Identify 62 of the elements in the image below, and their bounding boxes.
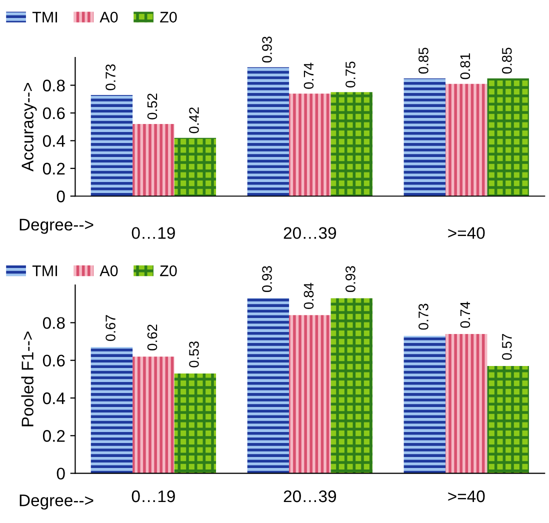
bar bbox=[174, 374, 216, 474]
y-axis-title: Accuracy--> bbox=[22, 82, 37, 172]
x-tick-label: 0…19 bbox=[132, 227, 175, 239]
bar bbox=[90, 94, 133, 196]
bar bbox=[289, 94, 331, 196]
bar bbox=[90, 347, 133, 474]
x-tick-label: 20…39 bbox=[284, 227, 336, 239]
data-label: 0.84 bbox=[304, 282, 314, 309]
legend-label: A0 bbox=[100, 265, 118, 276]
y-tick-label: 0.2 bbox=[42, 162, 65, 175]
bar bbox=[404, 78, 446, 196]
data-label: 0.85 bbox=[502, 48, 512, 74]
bar bbox=[247, 67, 290, 196]
y-axis-title: Pooled F1--> bbox=[21, 332, 34, 426]
x-tick-label: 20…39 bbox=[284, 490, 336, 502]
bar bbox=[289, 315, 331, 474]
data-label: 0.75 bbox=[346, 62, 356, 88]
data-label: 0.57 bbox=[502, 334, 512, 360]
bar bbox=[132, 124, 174, 196]
data-label: 0.73 bbox=[106, 64, 116, 90]
bar bbox=[404, 336, 446, 474]
bar bbox=[446, 84, 488, 196]
legend-label: TMI bbox=[32, 266, 57, 276]
data-label: 0.93 bbox=[262, 266, 272, 292]
data-label: 0.53 bbox=[189, 341, 199, 368]
bar bbox=[132, 356, 174, 474]
data-label: 0.74 bbox=[460, 302, 470, 328]
data-label: 0.93 bbox=[262, 36, 272, 63]
bar bbox=[330, 92, 372, 196]
x-tick-label: >=40 bbox=[448, 227, 485, 239]
data-label: 0.85 bbox=[418, 48, 428, 74]
data-label: 0.42 bbox=[189, 107, 199, 134]
legend-label: Z0 bbox=[160, 265, 177, 276]
y-tick-label: 0.2 bbox=[42, 430, 65, 442]
data-label: 0.67 bbox=[106, 315, 116, 341]
y-tick-label: 0.4 bbox=[42, 135, 66, 147]
data-label: 0.52 bbox=[147, 94, 158, 120]
y-tick-label: 0.6 bbox=[42, 107, 65, 120]
y-tick-label: 0 bbox=[56, 468, 65, 480]
x-axis-title: Degree--> bbox=[20, 218, 94, 234]
data-label: 0.81 bbox=[460, 53, 470, 80]
y-tick-label: 0.6 bbox=[42, 354, 65, 367]
x-tick-label: 0…19 bbox=[132, 490, 175, 502]
legend-label: A0 bbox=[100, 12, 118, 23]
legend-label: TMI bbox=[32, 12, 57, 22]
x-tick-label: >=40 bbox=[448, 490, 485, 502]
legend-label: Z0 bbox=[160, 12, 177, 23]
data-label: 0.74 bbox=[304, 62, 314, 89]
bar bbox=[247, 298, 290, 474]
bar bbox=[487, 78, 529, 196]
y-tick-label: 0 bbox=[56, 190, 65, 202]
bar bbox=[174, 138, 216, 196]
bar bbox=[330, 298, 372, 474]
data-label: 0.62 bbox=[147, 324, 158, 350]
y-tick-label: 0.8 bbox=[42, 317, 65, 329]
y-tick-label: 0.4 bbox=[42, 392, 66, 404]
x-axis-title: Degree--> bbox=[20, 494, 94, 510]
bar bbox=[487, 366, 529, 474]
y-tick-label: 0.8 bbox=[42, 80, 65, 92]
bar bbox=[446, 334, 488, 474]
data-label: 0.73 bbox=[418, 304, 428, 330]
data-label: 0.93 bbox=[346, 266, 356, 292]
